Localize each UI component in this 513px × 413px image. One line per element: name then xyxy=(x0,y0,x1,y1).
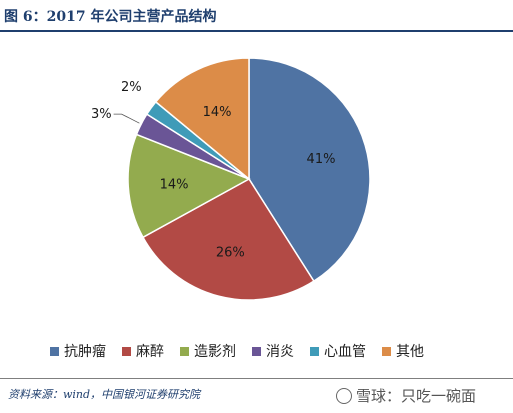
legend-item: 造影剂 xyxy=(180,341,236,361)
legend-label: 造影剂 xyxy=(194,344,236,360)
legend-swatch xyxy=(180,346,189,356)
watermark-text: 雪球：只吃一碗面 xyxy=(356,387,477,405)
legend-label: 抗肿瘤 xyxy=(64,344,106,360)
legend-swatch xyxy=(252,346,261,356)
slice-value-label: 3% xyxy=(91,107,112,122)
legend-item: 其他 xyxy=(382,341,424,361)
legend-label: 麻醉 xyxy=(136,344,164,360)
source-note: 资料来源：wind，中国银河证券研究院 xyxy=(8,388,201,401)
slice-value-label: 41% xyxy=(307,152,336,167)
watermark: 雪球：只吃一碗面 xyxy=(336,385,476,406)
legend-item: 抗肿瘤 xyxy=(50,341,106,361)
leader-line xyxy=(113,113,140,124)
legend-swatch xyxy=(310,346,319,356)
figure-title: 图 6：2017 年公司主营产品结构 xyxy=(4,9,217,25)
legend-item: 麻醉 xyxy=(122,341,164,361)
slice-value-label: 26% xyxy=(216,246,245,261)
footer-rule xyxy=(0,378,513,379)
pie-slice xyxy=(154,57,250,181)
legend-swatch xyxy=(50,346,59,356)
legend-swatch xyxy=(122,346,131,356)
slice-value-label: 2% xyxy=(121,80,142,95)
legend-swatch xyxy=(382,346,391,356)
slice-value-label: 14% xyxy=(160,178,189,193)
legend-item: 心血管 xyxy=(310,341,366,361)
legend-label: 消炎 xyxy=(266,344,294,360)
pie-slice xyxy=(127,133,251,239)
legend-label: 其他 xyxy=(396,344,424,360)
legend-item: 消炎 xyxy=(252,341,294,361)
title-rule xyxy=(0,30,513,32)
legend-label: 心血管 xyxy=(324,344,366,360)
chart-legend: 抗肿瘤 麻醉 造影剂 消炎 心血管 其他 xyxy=(50,341,424,361)
pie-slice xyxy=(141,178,315,301)
pie-chart: 41% 26% 14% 3% 2% 14% xyxy=(91,57,371,301)
snowball-logo-icon xyxy=(336,387,352,404)
slice-value-label: 14% xyxy=(203,105,232,120)
